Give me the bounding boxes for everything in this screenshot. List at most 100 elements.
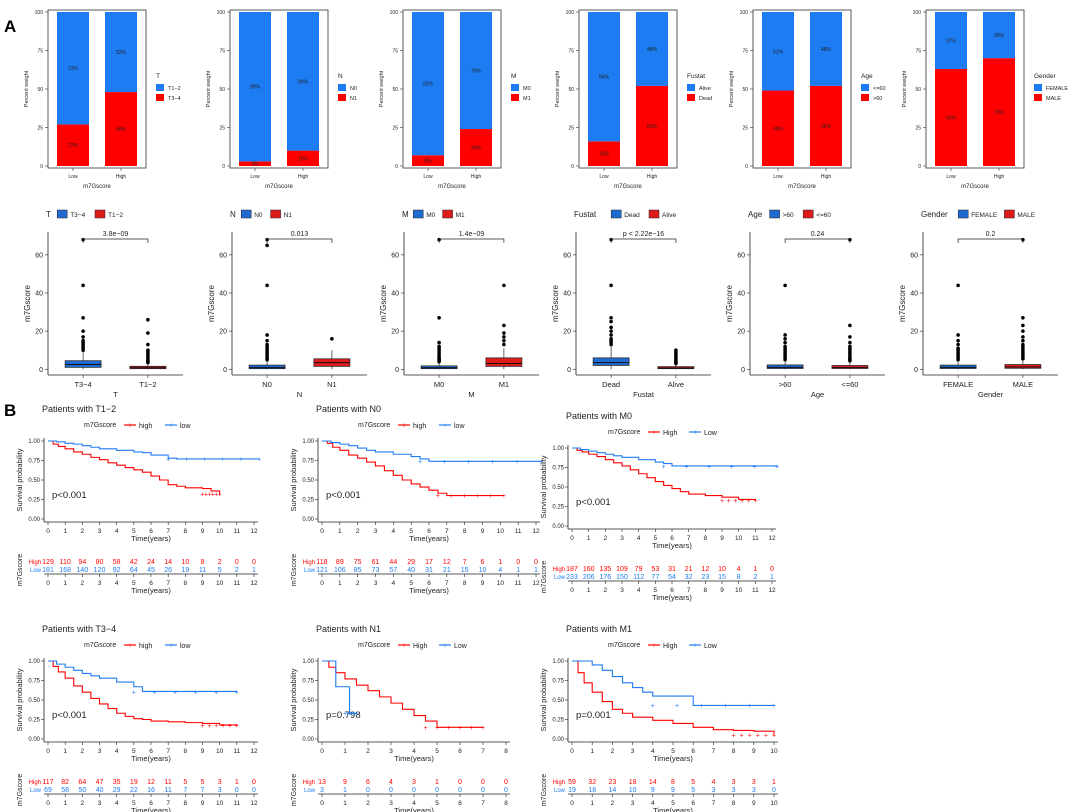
risk-value: 58 [61, 787, 69, 794]
y-axis-label: Percent weight [729, 70, 735, 107]
legend-swatch [511, 94, 519, 101]
risk-tick-label: 1 [590, 800, 594, 807]
legend-label: Alive [662, 212, 676, 219]
legend-plus: + [128, 643, 132, 650]
significance-bracket [957, 238, 1024, 243]
risk-value: 0 [481, 779, 485, 786]
y-tick-label: 0.50 [302, 478, 314, 484]
legend-title: Fustat [574, 210, 597, 219]
y-tick-label: 75 [915, 49, 921, 55]
outlier-point [146, 360, 150, 365]
y-tick-label: 50 [392, 87, 398, 93]
censor-mark: + [350, 711, 354, 718]
y-tick-label: 75 [392, 49, 398, 55]
x-tick-label: 3 [631, 748, 635, 755]
y-tick-label: 1.00 [28, 439, 40, 445]
risk-value: 54 [668, 574, 676, 581]
risk-value: 1 [252, 567, 256, 574]
y-tick-label: 60 [219, 252, 227, 259]
outlier-point [956, 333, 960, 337]
x-tick-label: 4 [412, 748, 416, 755]
risk-value: 8 [201, 559, 205, 566]
legend-label: >60 [873, 96, 882, 102]
risk-value: 92 [113, 567, 121, 574]
censor-mark: + [435, 725, 439, 732]
y-tick-label: 40 [737, 291, 745, 298]
risk-value: 3 [320, 787, 324, 794]
risk-value: 3 [752, 779, 756, 786]
risk-value: 5 [183, 779, 187, 786]
boxplot-box-a: Age >60 <=60 0 20 40 60 m7Gscore >60 <=60 Age 0.24 [725, 209, 885, 399]
risk-value: 80 [96, 559, 104, 566]
legend-label: Low [704, 430, 718, 437]
x-tick-label: 2 [611, 748, 615, 755]
outlier-point [502, 323, 506, 328]
stacked-bar-chart-bar-f: 0 25 50 75 100 Percent weight m7Gscore 16% 84% Lo… [555, 9, 712, 190]
km-plot-km-n1: Patients with N1 m7Gscore + High + Low 0.00 0.2… [289, 624, 510, 812]
risk-value: 0 [481, 787, 485, 794]
risk-value: 118 [316, 559, 327, 566]
km-curve-high [322, 440, 504, 497]
x-tick-label: 9 [752, 748, 756, 755]
x-tick-label: 1 [590, 748, 594, 755]
legend-title: M [511, 73, 516, 80]
y-tick-label: 0.50 [28, 478, 40, 484]
legend-label: FEMALE [1046, 86, 1068, 92]
risk-tick-label: 12 [768, 587, 776, 594]
risk-value: 1 [343, 787, 347, 794]
x-axis-label: T [113, 390, 118, 399]
y-tick-label: 0.25 [302, 498, 314, 504]
risk-value: 47 [96, 779, 104, 786]
x-tick-label: 12 [250, 748, 258, 755]
km-curve-Low [322, 660, 357, 714]
p-value-label: 1.4e−09 [459, 231, 485, 238]
risk-tick-label: 11 [233, 800, 240, 807]
box-Dead [592, 357, 630, 366]
legend-label: High [663, 430, 678, 437]
censor-mark: + [753, 498, 757, 505]
legend-swatch [610, 209, 622, 219]
legend-label: high [139, 423, 152, 430]
x-tick-label: 12 [768, 535, 776, 542]
x-axis-label: m7Gscore [961, 184, 989, 190]
outlier-point [674, 361, 678, 366]
legend-label: high [139, 643, 152, 650]
legend-plus: + [402, 423, 406, 430]
legend-title: Gender [1034, 73, 1057, 80]
risk-value: 12 [147, 779, 155, 786]
risk-value: 12 [701, 566, 709, 573]
censor-mark: + [221, 456, 225, 463]
risk-tick-label: 5 [409, 580, 413, 587]
risk-value: 21 [443, 567, 451, 574]
risk-value: 3 [732, 779, 736, 786]
risk-tick-label: 2 [611, 800, 615, 807]
x-axis-label: m7Gscore [438, 184, 466, 190]
bar-data-label: 51% [773, 49, 784, 55]
x-tick-label: <=60 [841, 380, 858, 389]
censor-mark: + [203, 456, 207, 463]
censor-mark: + [727, 498, 731, 505]
risk-value: 0 [534, 559, 538, 566]
risk-x-label: Time(years) [131, 806, 171, 812]
risk-tick-label: 3 [620, 587, 624, 594]
risk-tick-label: 2 [81, 580, 85, 587]
risk-value: 40 [407, 567, 415, 574]
y-tick-label: 60 [563, 252, 571, 259]
censor-mark: + [449, 493, 453, 500]
x-tick-label: N0 [262, 380, 272, 389]
y-axis-label: Survival probability [15, 668, 24, 731]
risk-value: 121 [316, 567, 328, 574]
bar-segment-M0 [412, 12, 444, 156]
outlier-point [81, 348, 85, 353]
risk-tick-label: 4 [392, 580, 396, 587]
stacked-bar-chart-bar-n: 0 25 50 75 100 Percent weight m7Gscore 3% 98% Low… [206, 9, 357, 190]
km-plot-km-n0: Patients with N0 m7Gscore + high + low 0.00 0.2… [289, 404, 543, 595]
legend-label: low [454, 423, 465, 430]
outlier-point [502, 338, 506, 343]
x-tick-label: 4 [637, 535, 641, 542]
risk-tick-label: 9 [481, 580, 485, 587]
risk-value: 1 [516, 567, 520, 574]
censor-mark: + [343, 711, 347, 718]
legend-swatch [412, 209, 424, 219]
